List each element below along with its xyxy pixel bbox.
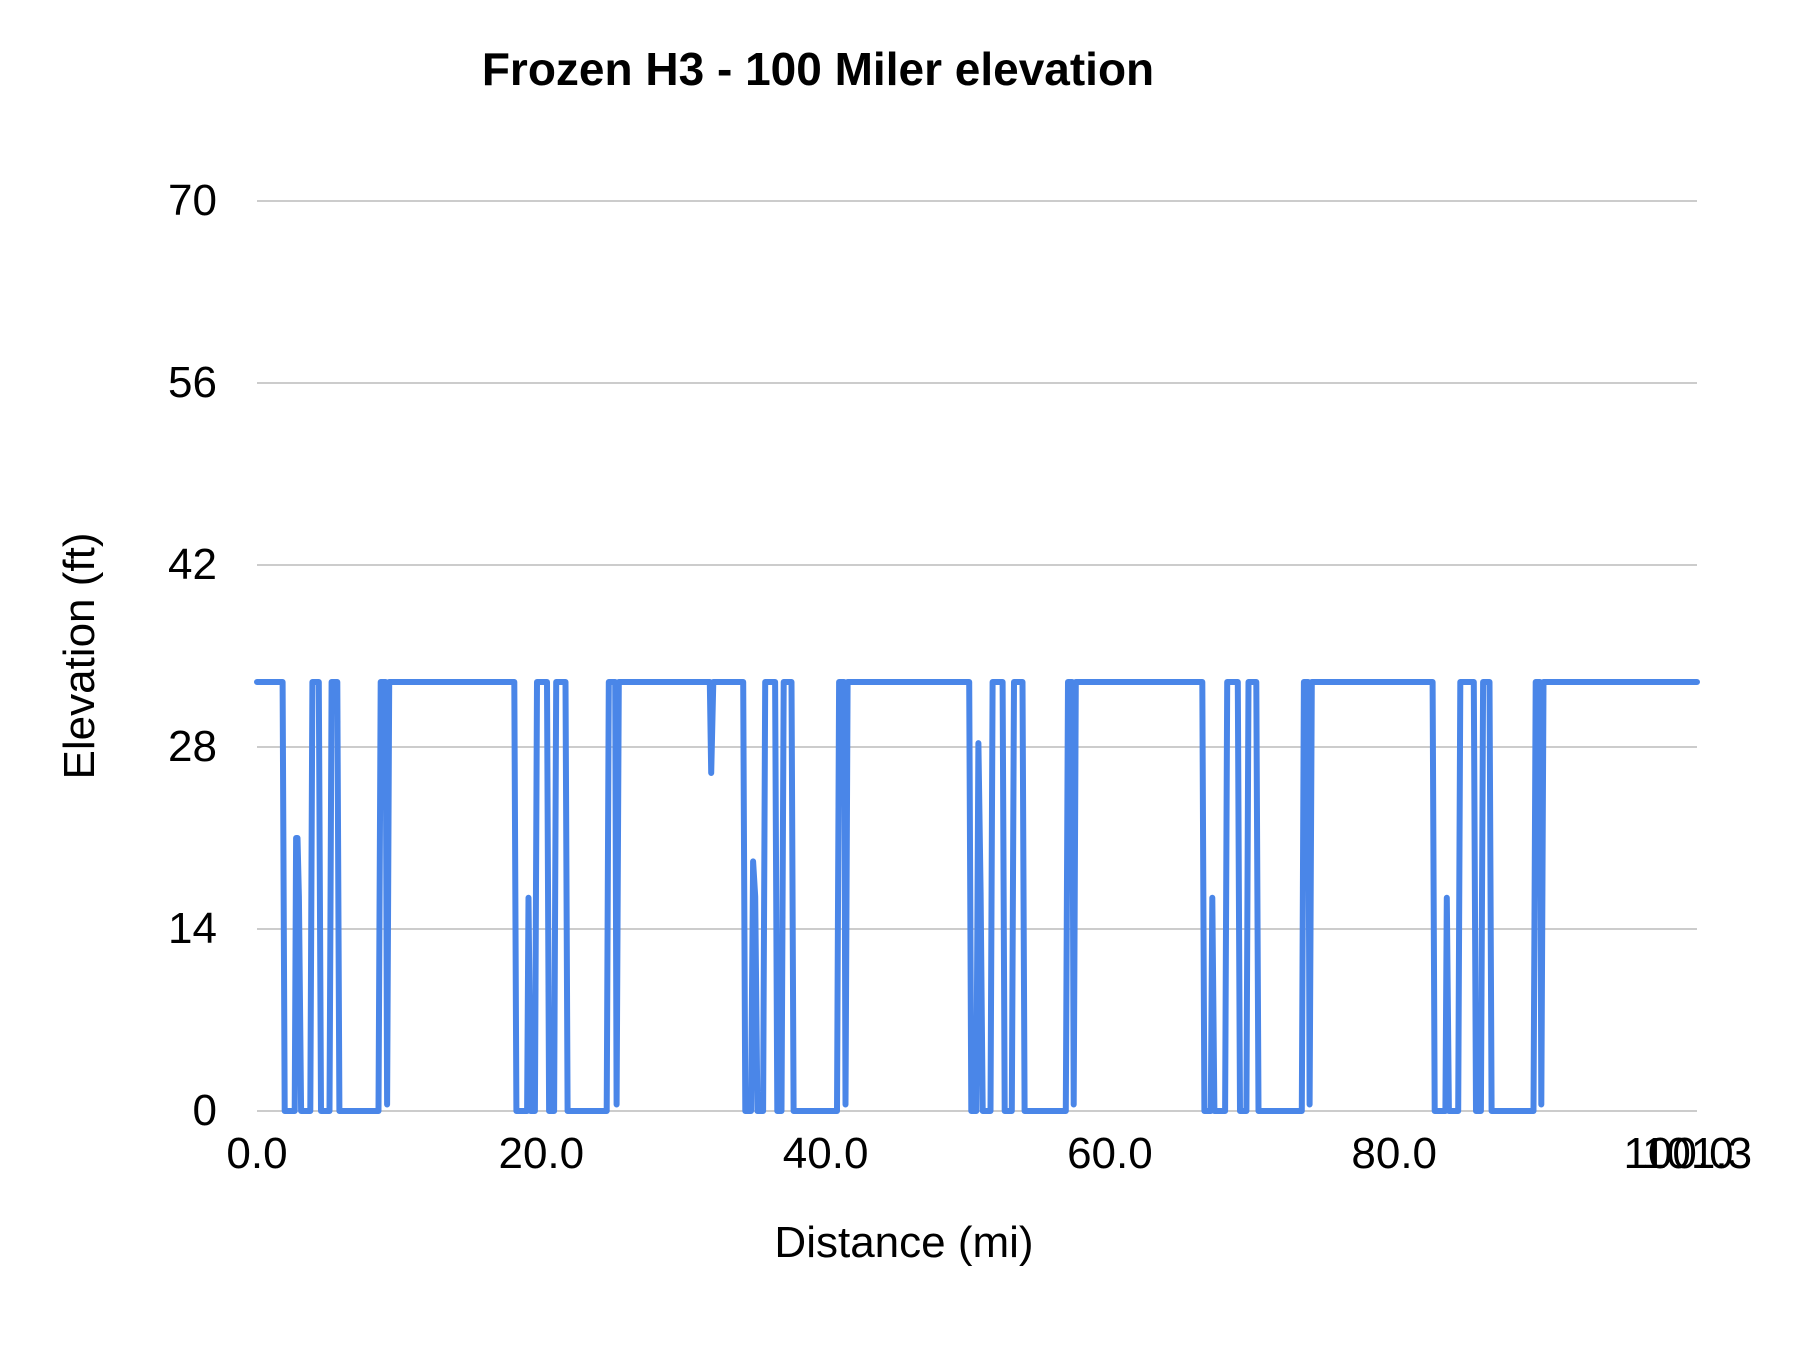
plot-area (254, 200, 1700, 1114)
y-tick-70: 70 (168, 176, 217, 225)
y-tick-42: 42 (168, 540, 217, 589)
x-tick-100.0: 100.0 (1623, 1129, 1734, 1178)
series-line-elevation (254, 679, 1700, 1114)
x-axis-title: Distance (mi) (774, 1218, 1034, 1267)
chart-title: Frozen H3 - 100 Miler elevation (481, 43, 1155, 95)
x-tick-60.0: 60.0 (1067, 1129, 1153, 1178)
x-tick-101.3: 101.3 (1641, 1129, 1753, 1178)
x-tick-0.0: 0.0 (226, 1129, 288, 1178)
y-tick-14: 14 (168, 904, 217, 953)
x-tick-40.0: 40.0 (782, 1129, 869, 1178)
x-tick-20.0: 20.0 (498, 1129, 585, 1178)
x-tick-80.0: 80.0 (1351, 1129, 1438, 1178)
y-tick-28: 28 (168, 722, 217, 771)
elevation-line-plot (254, 200, 1700, 1114)
y-tick-0: 0 (192, 1086, 217, 1135)
y-tick-56: 56 (168, 358, 217, 407)
